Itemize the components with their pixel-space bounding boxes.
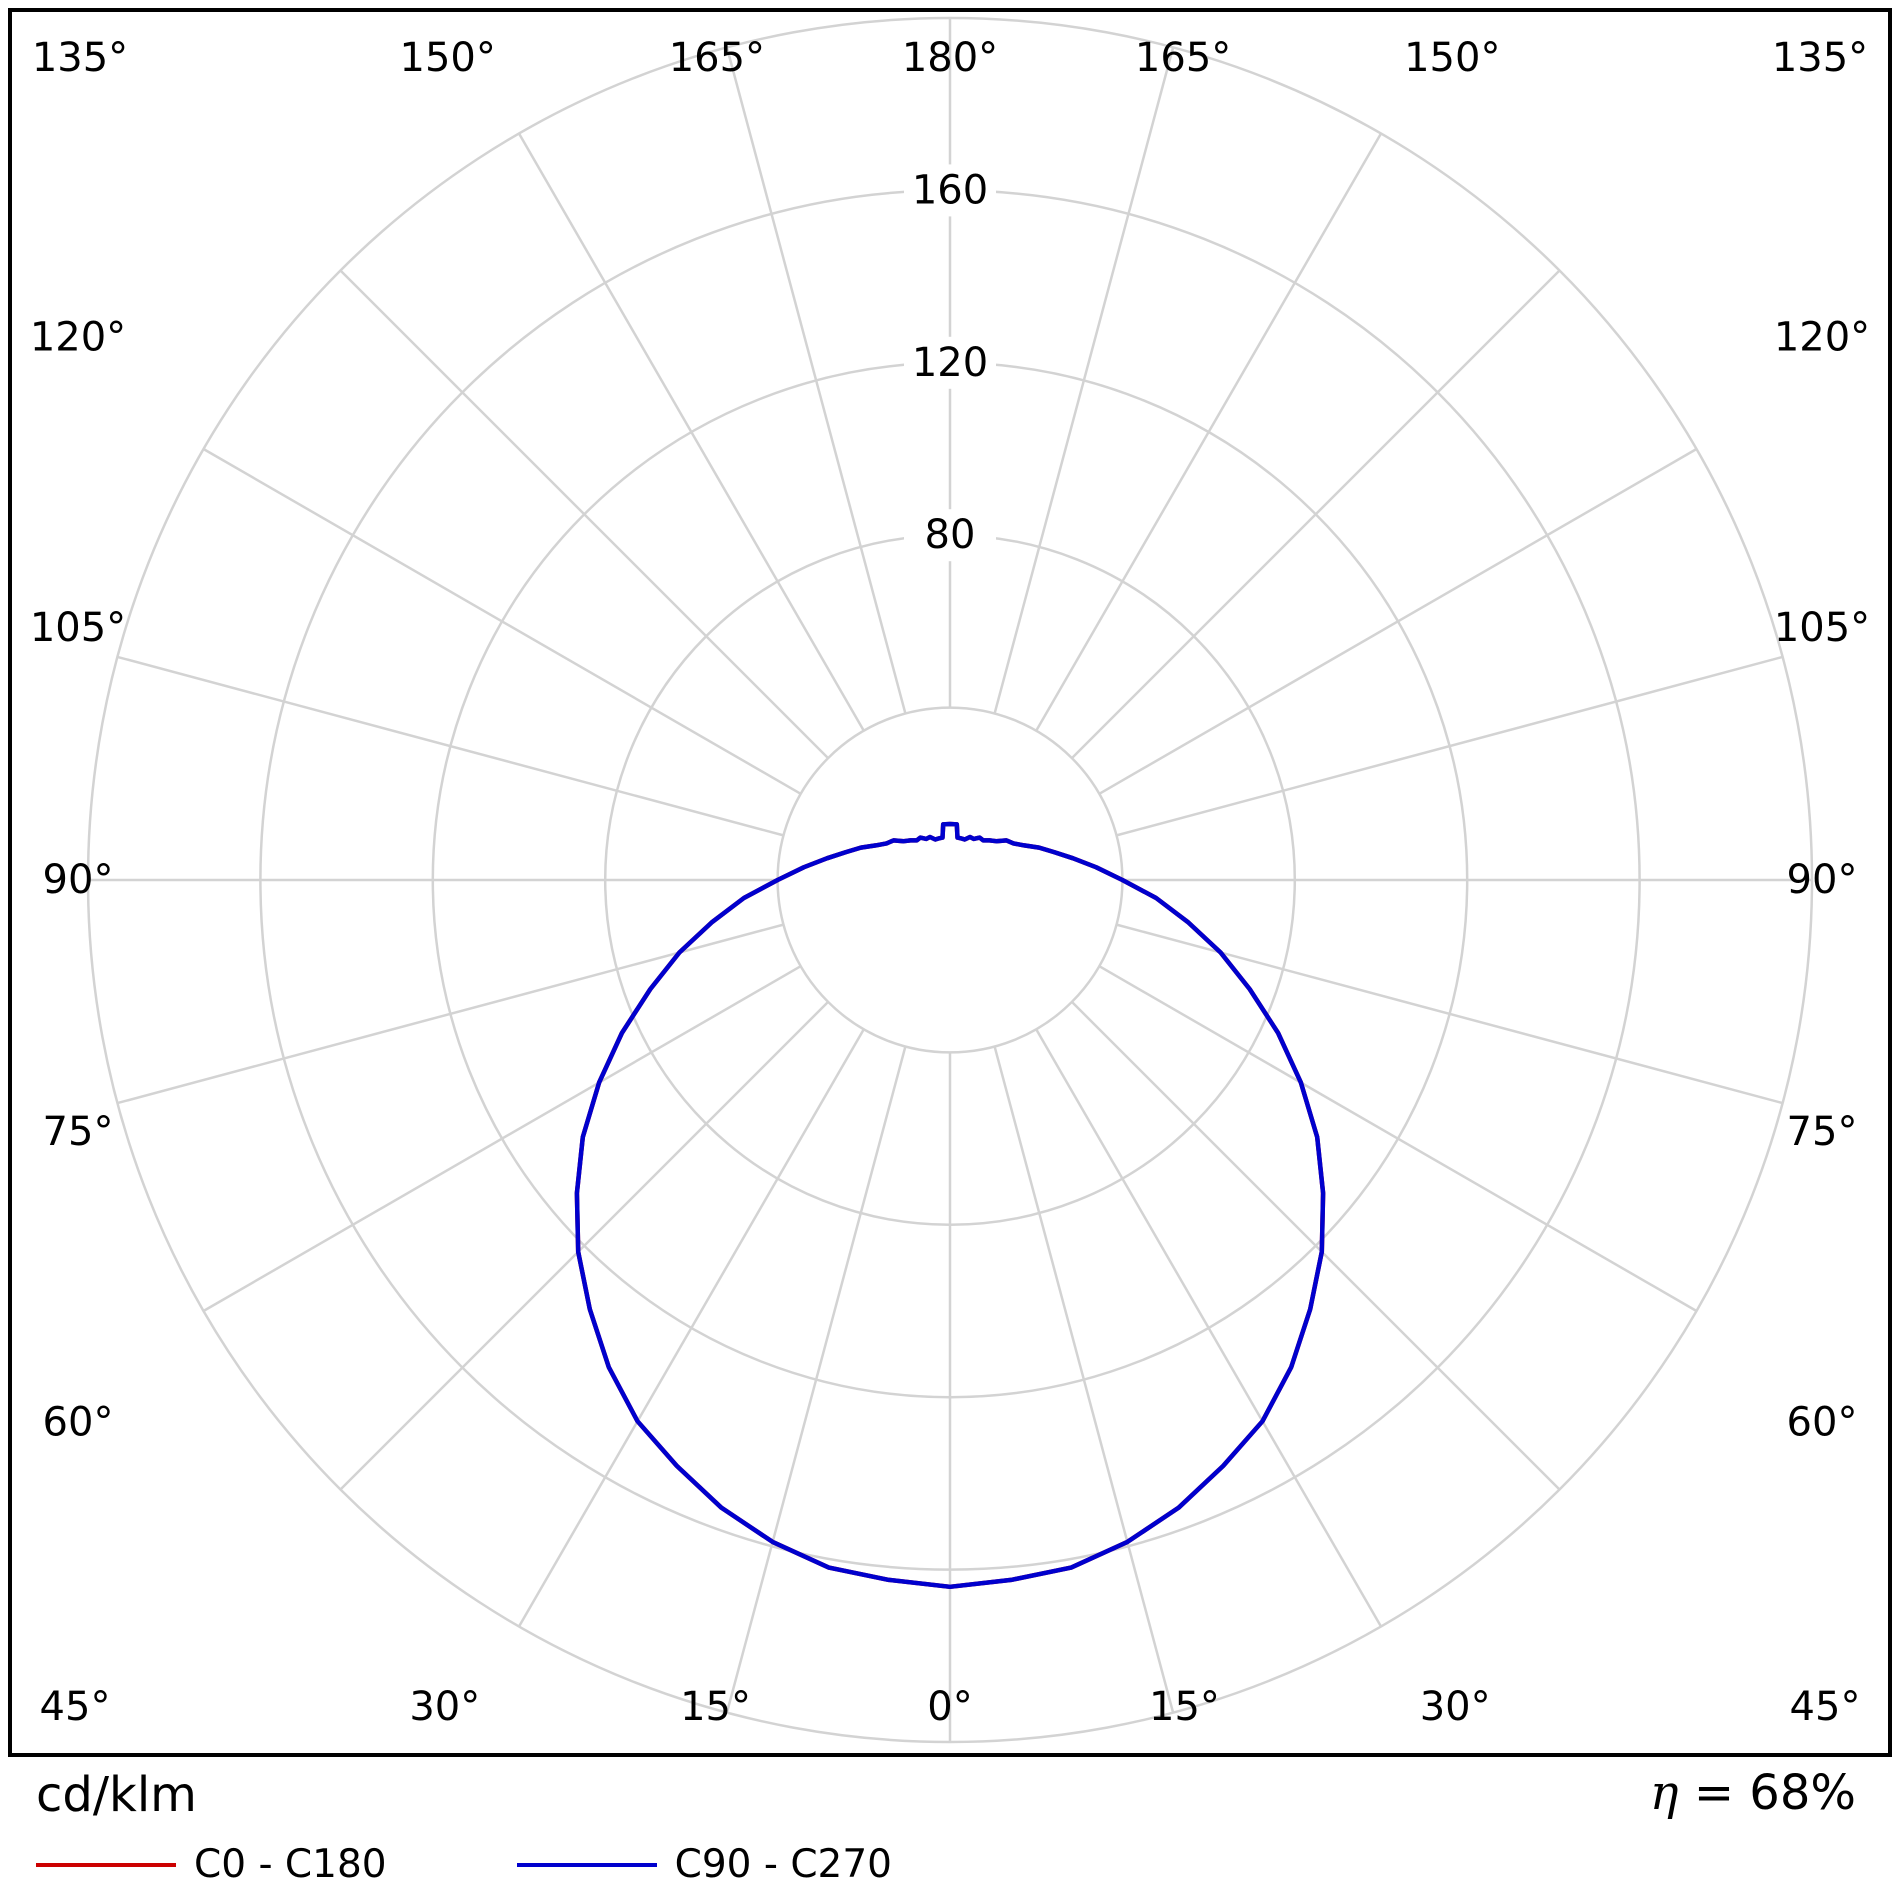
grid-spoke	[1116, 923, 1783, 1105]
grid-spoke	[202, 965, 802, 1313]
angle-label: 30°	[1420, 1684, 1491, 1730]
unit-label: cd/klm	[36, 1767, 197, 1823]
grid-spoke	[517, 132, 865, 732]
grid-spoke	[993, 47, 1175, 714]
efficiency-label: η = 68%	[1650, 1765, 1856, 1821]
angle-label: 15°	[680, 1684, 751, 1730]
grid-spoke	[1035, 132, 1383, 732]
angle-label: 75°	[43, 1109, 114, 1155]
angle-label: 15°	[1149, 1684, 1220, 1730]
grid-spoke	[202, 447, 802, 795]
grid-spoke	[725, 47, 907, 714]
angle-label: 0°	[927, 1684, 972, 1730]
grid-spoke	[1071, 269, 1561, 759]
angle-label: 150°	[1404, 35, 1500, 81]
grid-spoke	[117, 923, 784, 1105]
eta-value: = 68%	[1693, 1765, 1856, 1821]
angle-label: 60°	[1787, 1400, 1858, 1446]
chart-frame	[8, 8, 1892, 1757]
angle-label: 105°	[30, 605, 126, 651]
grid-spoke	[993, 1046, 1175, 1713]
angle-label: 165°	[669, 35, 765, 81]
radial-tick-label: 160	[912, 167, 988, 213]
grid-spoke	[1098, 965, 1698, 1313]
radial-tick-backing	[904, 336, 996, 389]
angle-label: 45°	[40, 1684, 111, 1730]
angle-label: 60°	[43, 1400, 114, 1446]
grid-spoke	[1098, 447, 1698, 795]
grid-spoke	[339, 269, 829, 759]
legend-label-c90-c270: C90 - C270	[674, 1842, 892, 1887]
grid-spoke	[725, 1046, 907, 1713]
grid-spoke	[1035, 1028, 1383, 1628]
series-curve-1	[574, 821, 1326, 1590]
angle-label: 165°	[1135, 35, 1231, 81]
legend: C0 - C180 C90 - C270	[36, 1845, 892, 1884]
angle-label: 135°	[1772, 35, 1868, 81]
grid-circle	[776, 706, 1124, 1054]
angle-label: 180°	[902, 35, 998, 81]
angle-label: 90°	[1787, 857, 1858, 903]
grid-spoke	[1071, 1001, 1561, 1491]
angle-label: 120°	[1774, 314, 1870, 360]
grid-spoke	[117, 655, 784, 837]
radial-tick-backing	[904, 509, 996, 562]
grid-spoke	[339, 1001, 829, 1491]
grid-spoke	[1116, 655, 1783, 837]
legend-item-c0-c180: C0 - C180	[36, 1845, 387, 1884]
chart-footer: cd/klm η = 68% C0 - C180 C90 - C270	[0, 1757, 1900, 1900]
radial-tick-label: 120	[912, 340, 988, 386]
radial-tick-backing	[904, 164, 996, 217]
legend-item-c90-c270: C90 - C270	[516, 1842, 892, 1887]
angle-label: 30°	[409, 1684, 480, 1730]
angle-label: 90°	[43, 857, 114, 903]
angle-label: 75°	[1787, 1109, 1858, 1155]
legend-line-c0-c180-icon	[36, 1862, 176, 1867]
angle-label: 120°	[30, 314, 126, 360]
legend-label-c0-c180: C0 - C180	[194, 1842, 387, 1887]
legend-line-c90-c270-icon	[516, 1862, 657, 1867]
eta-symbol: η	[1649, 1765, 1679, 1821]
angle-label: 105°	[1774, 605, 1870, 651]
angle-label: 45°	[1790, 1684, 1861, 1730]
grid-spoke	[517, 1028, 865, 1628]
radial-tick-label: 80	[925, 512, 976, 558]
angle-label: 150°	[400, 35, 496, 81]
angle-label: 135°	[32, 35, 128, 81]
